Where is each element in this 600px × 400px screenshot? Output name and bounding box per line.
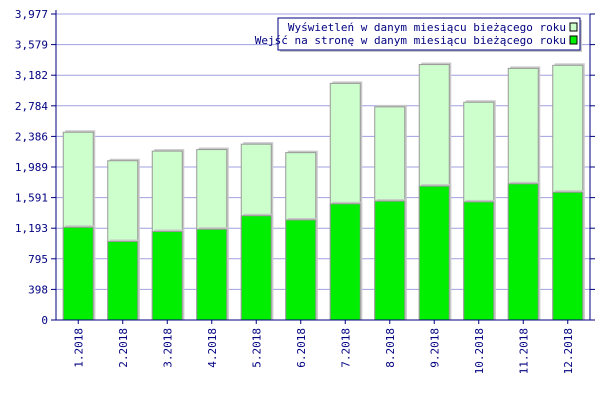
y-tick-label: 3,977 bbox=[15, 8, 48, 21]
bar-visits-5.2018 bbox=[240, 215, 272, 321]
x-tick-label: 1.2018 bbox=[72, 328, 85, 368]
x-tick-label: 11.2018 bbox=[517, 328, 530, 374]
bar-visits-4.2018 bbox=[196, 228, 228, 321]
x-tick-label: 6.2018 bbox=[295, 328, 308, 368]
bar-visits-9.2018 bbox=[418, 185, 450, 321]
bar-visits-2.2018 bbox=[107, 241, 139, 321]
bar-visits-10.2018 bbox=[463, 201, 495, 321]
axes bbox=[55, 10, 595, 321]
y-tick-label: 1,591 bbox=[15, 192, 48, 205]
x-tick-label: 5.2018 bbox=[250, 328, 263, 368]
x-tick-label: 3.2018 bbox=[161, 328, 174, 368]
legend-swatch bbox=[569, 35, 578, 45]
bar-visits-6.2018 bbox=[285, 219, 317, 321]
bars bbox=[62, 62, 585, 321]
y-tick-label: 795 bbox=[28, 253, 48, 266]
y-tick-label: 2,386 bbox=[15, 130, 48, 143]
bar-visits-1.2018 bbox=[62, 226, 94, 321]
legend-box bbox=[277, 17, 581, 51]
x-tick-label: 4.2018 bbox=[206, 328, 219, 368]
x-tick-label: 9.2018 bbox=[428, 328, 441, 368]
y-tick-label: 3,182 bbox=[15, 69, 48, 82]
x-tick-label: 10.2018 bbox=[473, 328, 486, 374]
x-tick-label: 8.2018 bbox=[384, 328, 397, 368]
bar-visits-12.2018 bbox=[552, 191, 584, 321]
x-axis-ticks: 1.2018 2.2018 3.2018 4.2018 5.2018 6.2018 7.20… bbox=[72, 320, 575, 374]
legend-swatch bbox=[569, 22, 578, 32]
y-tick-label: 398 bbox=[28, 283, 48, 296]
y-tick-label: 1,193 bbox=[15, 222, 48, 235]
x-tick-label: 7.2018 bbox=[339, 328, 352, 368]
y-tick-label: 1,989 bbox=[15, 161, 48, 174]
legend-entry-label: Wyświetleń w danym miesiącu bieżącego ro… bbox=[288, 21, 566, 34]
bar-visits-3.2018 bbox=[151, 231, 183, 321]
bar-visits-11.2018 bbox=[507, 183, 539, 321]
x-tick-label: 2.2018 bbox=[117, 328, 130, 368]
y-tick-label: 3,579 bbox=[15, 39, 48, 52]
y-tick-label: 0 bbox=[41, 314, 48, 327]
legend-entry-label: Wejść na stronę w danym miesiącu bieżące… bbox=[255, 34, 566, 47]
x-tick-label: 12.2018 bbox=[562, 328, 575, 374]
bar-visits-7.2018 bbox=[329, 203, 361, 321]
y-tick-label: 2,784 bbox=[15, 100, 48, 113]
bar-visits-8.2018 bbox=[374, 200, 406, 321]
y-axis-ticks: 0 398 795 1,193 1,591 1,989 2,386 2,784 3,182 3,5… bbox=[15, 8, 56, 327]
legend: Wyświetleń w danym miesiącu bieżącego ro… bbox=[255, 17, 582, 52]
